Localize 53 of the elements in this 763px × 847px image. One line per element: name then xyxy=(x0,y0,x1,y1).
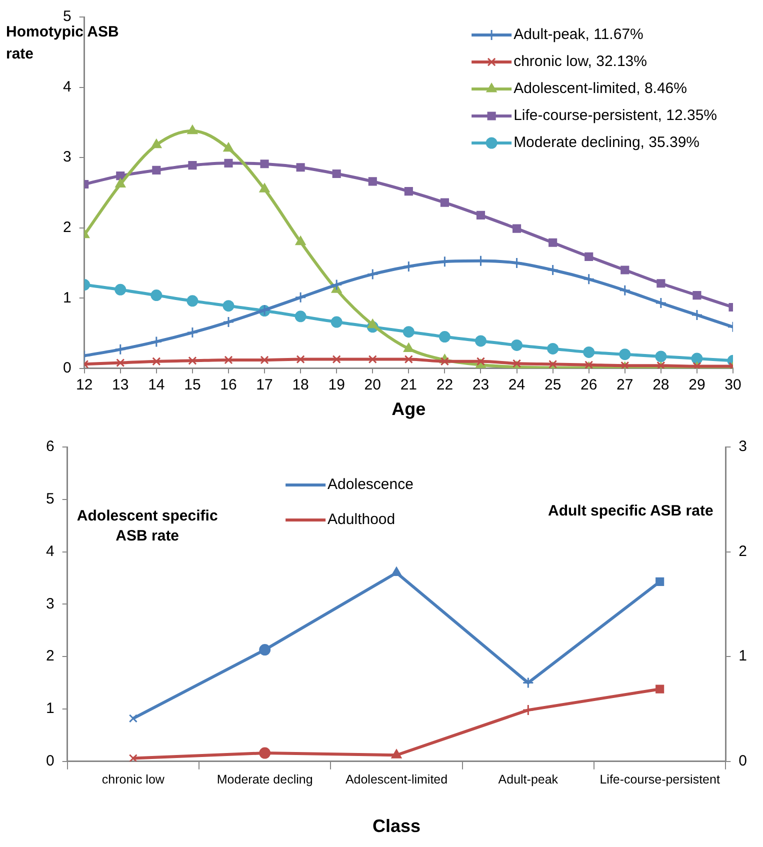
y-tick-label: 1 xyxy=(46,700,54,718)
y-tick-label: 5 xyxy=(63,8,72,26)
y-tick-label: 6 xyxy=(46,438,54,456)
x-tick-label: 28 xyxy=(652,376,670,394)
y-tick-label: 0 xyxy=(46,752,54,770)
y-axis-title: Adolescent specific ASB rate xyxy=(76,508,218,545)
x-tick-label: Moderate decling xyxy=(216,772,313,786)
legend-label: Life-course-persistent, 12.35% xyxy=(514,107,717,124)
y-tick-label: 3 xyxy=(63,148,72,166)
x-tick-label: 17 xyxy=(256,376,273,394)
y2-axis-title: Adult specific ASB rate xyxy=(548,502,714,520)
x-axis-title: Age xyxy=(392,399,426,420)
x-tick-label: 23 xyxy=(472,376,490,394)
legend-label: Adolescence xyxy=(328,476,414,494)
x-tick-label: Life-course-persistent xyxy=(600,772,720,786)
y-tick-label: 2 xyxy=(63,218,72,236)
x-tick-label: 15 xyxy=(184,376,201,394)
y-tick-label: 4 xyxy=(46,542,54,560)
y-axis-title: Homotypic ASB rate xyxy=(6,24,119,63)
y2-tick-label: 1 xyxy=(738,648,747,665)
y-tick-label: 2 xyxy=(46,648,54,665)
x-tick-label: 29 xyxy=(688,376,706,394)
y2-tick-label: 3 xyxy=(738,438,747,456)
x-tick-label: 19 xyxy=(328,376,345,394)
legend-label: chronic low, 32.13% xyxy=(514,53,647,70)
x-tick-label: 26 xyxy=(580,376,598,394)
x-tick-label: 12 xyxy=(76,376,93,394)
x-tick-label: 30 xyxy=(724,376,742,394)
x-tick-label: 14 xyxy=(148,376,165,394)
x-tick-label: 22 xyxy=(436,376,454,394)
x-tick-label: 25 xyxy=(544,376,562,394)
y-tick-label: 0 xyxy=(63,360,72,377)
legend-label: Adulthood xyxy=(328,511,396,528)
y-tick-label: 4 xyxy=(63,78,72,96)
x-tick-label: 20 xyxy=(364,376,381,394)
x-tick-label: 27 xyxy=(616,376,634,394)
legend-label: Moderate declining, 35.39% xyxy=(514,134,700,152)
y-tick-label: 5 xyxy=(46,490,54,508)
x-tick-label: 16 xyxy=(220,376,237,394)
x-tick-label: Adult-peak xyxy=(498,772,559,786)
legend-label: Adult-peak, 11.67% xyxy=(514,26,644,44)
y-tick-label: 3 xyxy=(46,595,54,612)
x-tick-label: 13 xyxy=(112,376,129,394)
x-tick-label: chronic low xyxy=(102,772,166,786)
x-axis-title: Class xyxy=(372,816,421,836)
x-tick-label: Adolescent-limited xyxy=(345,772,448,786)
x-tick-label: 21 xyxy=(400,376,418,394)
legend-label: Adolescent-limited, 8.46% xyxy=(514,80,687,98)
x-tick-label: 24 xyxy=(508,376,526,394)
y2-tick-label: 2 xyxy=(738,542,747,560)
y-tick-label: 1 xyxy=(63,289,72,306)
y2-tick-label: 0 xyxy=(738,752,747,770)
x-tick-label: 18 xyxy=(292,376,309,394)
